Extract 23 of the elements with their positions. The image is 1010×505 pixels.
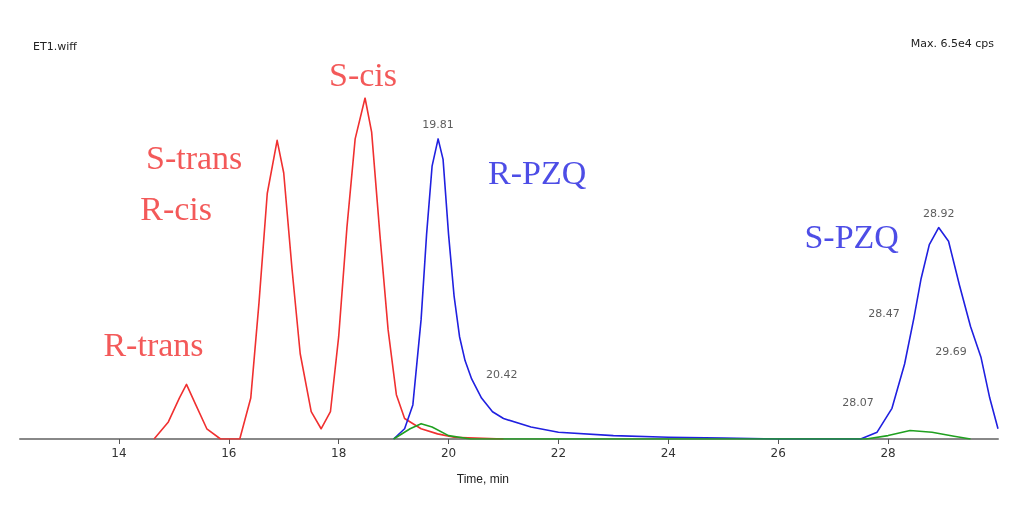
x-tick-label: 28: [880, 446, 896, 460]
annotation: 19.81: [422, 118, 454, 132]
annotation: S-trans: [145, 138, 243, 176]
chart-title: ET1.wiff: [33, 40, 78, 53]
annotation: S-PZQ: [804, 218, 899, 256]
annotation: 28.47: [868, 307, 900, 321]
x-tick-label: 18: [331, 446, 347, 460]
annotation: 29.69: [935, 344, 967, 358]
annotation: R-trans: [103, 325, 204, 363]
x-tick-label: 20: [440, 446, 457, 460]
annotation: 20.42: [485, 368, 518, 382]
annotation: S-cis: [329, 55, 398, 93]
x-tick-label: 26: [770, 446, 786, 460]
x-tick-label: 14: [111, 446, 127, 460]
x-tick-label: 22: [550, 446, 567, 460]
text: Max. 6.5e4 cps: [910, 37, 995, 50]
annotation: 28.92: [922, 207, 955, 221]
annotation: 28.07: [842, 395, 874, 409]
x-tick-label: 16: [221, 446, 237, 460]
annotation: R-PZQ: [488, 154, 587, 192]
x-tick-label: 24: [660, 446, 676, 460]
annotation: R-cis: [140, 189, 213, 227]
x-axis-title: Time, min: [456, 472, 509, 486]
